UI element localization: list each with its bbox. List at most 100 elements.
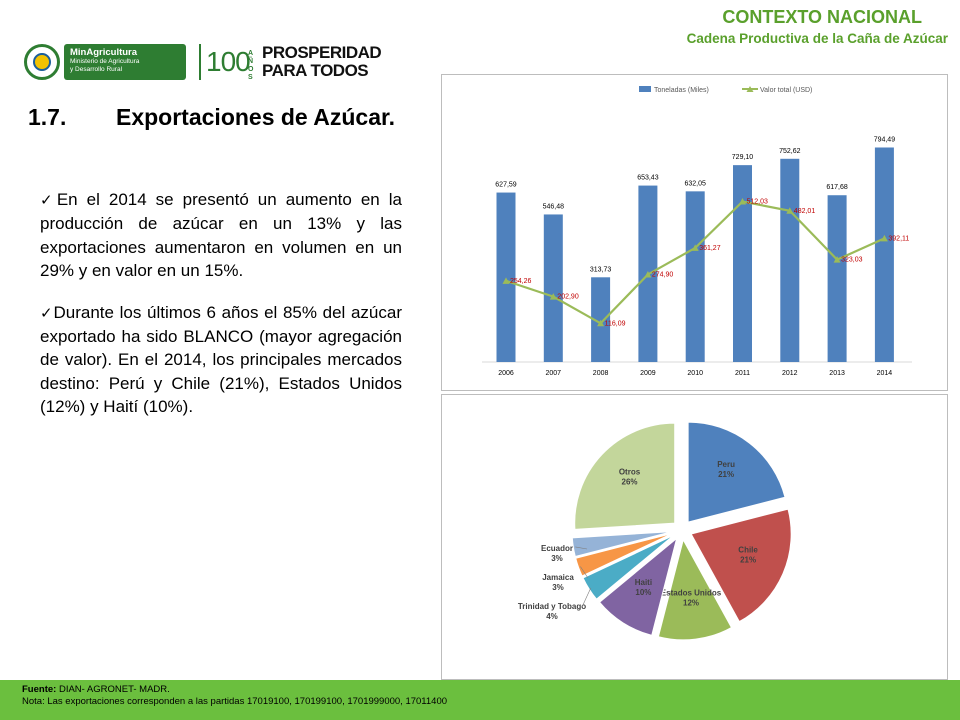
bar-value-label: 546,48 — [543, 203, 565, 210]
check-icon: ✓ — [40, 191, 57, 209]
pie-slice-name: Jamaica — [542, 573, 574, 582]
bar-value-label: 632,05 — [684, 180, 706, 187]
section-number: 1.7. — [28, 104, 67, 130]
pie-slice-percent: 4% — [546, 612, 558, 621]
line-point — [739, 198, 746, 205]
pie-slice — [582, 534, 674, 600]
pie-slice — [598, 537, 678, 636]
pie-slice-name: Otros — [619, 468, 641, 477]
bar-value-label: 794,49 — [874, 136, 896, 143]
footer-note: Nota: Las exportaciones corresponden a l… — [22, 696, 448, 707]
pie-slice-label: Ecuador 3% — [541, 544, 573, 563]
x-tick-label: 2011 — [735, 370, 750, 377]
x-tick-label: 2009 — [640, 370, 656, 377]
pie-slice — [687, 421, 786, 523]
context-subtitle: Cadena Productiva de la Caña de Azúcar — [686, 31, 948, 46]
pie-slice — [690, 508, 792, 623]
coat-of-arms-icon — [24, 44, 60, 80]
pie-slice-name: Estados Unidos — [661, 588, 722, 597]
x-tick-label: 2010 — [687, 370, 703, 377]
line-point — [691, 244, 699, 251]
bar — [591, 277, 611, 362]
x-tick-label: 2007 — [546, 370, 562, 377]
line-point — [786, 207, 794, 214]
bar-value-label: 752,62 — [779, 148, 801, 155]
line-point — [833, 256, 841, 263]
bullet-item: ✓Durante los últimos 6 años el 85% del a… — [40, 301, 402, 419]
line-point — [597, 319, 605, 327]
pie-slice-label: Chile 21% — [738, 546, 758, 565]
bar — [733, 165, 752, 362]
pie-slice-label: Estados Unidos 12% — [661, 588, 722, 607]
destinations-pie-chart: Peru 21%Chile 21%Estados Unidos 12%Haiti 10%… — [518, 421, 792, 641]
exports-bar-chart: Toneladas (Miles) Valor total (USD) 627,59… — [482, 86, 912, 377]
pie-slice-name: Peru — [717, 460, 735, 469]
pie-slice-name: Haiti — [635, 578, 652, 587]
bullet-text: En el 2014 se presentó un aumento en la … — [40, 190, 402, 281]
bullet-item: ✓En el 2014 se presentó un aumento en la… — [40, 188, 402, 283]
legend-label-bar: Toneladas (Miles) — [654, 87, 709, 94]
footer: Fuente: DIAN- AGRONET- MADR. Nota: Las e… — [0, 680, 960, 720]
bar-value-label: 729,10 — [732, 154, 754, 161]
section-title: Exportaciones de Azúcar. — [116, 104, 396, 130]
x-tick-label: 2012 — [782, 370, 798, 377]
pie-slice-percent: 21% — [718, 470, 734, 479]
line-point — [549, 293, 557, 300]
check-icon: ✓ — [40, 303, 54, 322]
pie-leader-line — [580, 566, 589, 579]
ministry-line-1: Ministerio de Agricultura — [70, 58, 140, 65]
bar-value-label: 313,73 — [590, 266, 612, 273]
bar — [543, 214, 563, 362]
x-tick-label: 2006 — [498, 370, 514, 377]
line-value-label: 202,90 — [557, 294, 579, 301]
bullet-list: ✓En el 2014 se presentó un aumento en la… — [40, 188, 402, 437]
pie-slice-percent: 3% — [551, 554, 563, 563]
pie-slice-name: Trinidad y Tobago — [518, 602, 586, 611]
bar — [685, 191, 705, 362]
anos-label: AÑOS — [248, 50, 254, 81]
legend-marker — [746, 86, 754, 92]
pie-slice-percent: 12% — [683, 598, 699, 607]
line-value-label: 274,90 — [652, 271, 674, 278]
destinations-pie-chart-panel: Peru 21% Chile 21% Estados Unidos 12% Haiti 10%… — [441, 394, 948, 680]
pie-slice-name: Ecuador — [541, 544, 573, 553]
line-value-label: 361,27 — [699, 245, 721, 252]
slogan-line-2: PARA TODOS — [262, 61, 369, 80]
pie-slice — [575, 532, 673, 577]
pie-slice-label: Jamaica 3% — [542, 573, 574, 592]
legend-swatch-bar — [639, 86, 651, 92]
legend-label-line: Valor total (USD) — [760, 87, 812, 94]
logo-bar: MinAgricultura Ministerio de Agricultura… — [22, 40, 382, 84]
pie-slice — [571, 531, 673, 558]
pie-leader-line — [575, 546, 588, 550]
slogan-logo: PROSPERIDAD PARA TODOS — [262, 43, 382, 80]
footer-source: Fuente: DIAN- AGRONET- MADR. — [22, 684, 960, 696]
line-point — [644, 270, 652, 278]
pie-slice-percent: 21% — [740, 556, 756, 565]
ministry-logo: MinAgricultura Ministerio de Agricultura… — [64, 44, 186, 80]
ministry-name: MinAgricultura — [70, 47, 138, 58]
line-value-label: 512,03 — [747, 199, 769, 206]
exports-bar-chart-panel: Toneladas (Miles) Valor total (USD) 627,59… — [441, 74, 948, 391]
context-title: CONTEXTO NACIONAL — [722, 7, 922, 27]
bar-value-label: 617,68 — [826, 184, 848, 191]
bar — [827, 195, 847, 362]
line-value-label: 323,03 — [841, 257, 863, 264]
pie-slice-label: Peru 21% — [717, 460, 735, 479]
pie-slice-percent: 10% — [635, 588, 651, 597]
pie-slice — [574, 422, 676, 530]
pie-slice — [657, 538, 733, 641]
pie-slice-name: Chile — [738, 546, 758, 555]
line-value-label: 482,01 — [794, 208, 816, 215]
bullet-text: Durante los últimos 6 años el 85% del az… — [40, 302, 402, 417]
logo-divider — [199, 44, 201, 80]
ministry-line-2: y Desarrollo Rural — [70, 66, 123, 73]
line-value-label: 116,09 — [605, 320, 626, 327]
slogan-line-1: PROSPERIDAD — [262, 43, 382, 62]
x-tick-label: 2013 — [829, 370, 845, 377]
line-point — [502, 277, 510, 284]
footer-source-text: DIAN- AGRONET- MADR. — [56, 684, 170, 695]
hundred-years-logo: 100 — [206, 46, 251, 77]
bar — [874, 147, 894, 362]
footer-source-label: Fuente: — [22, 684, 57, 695]
